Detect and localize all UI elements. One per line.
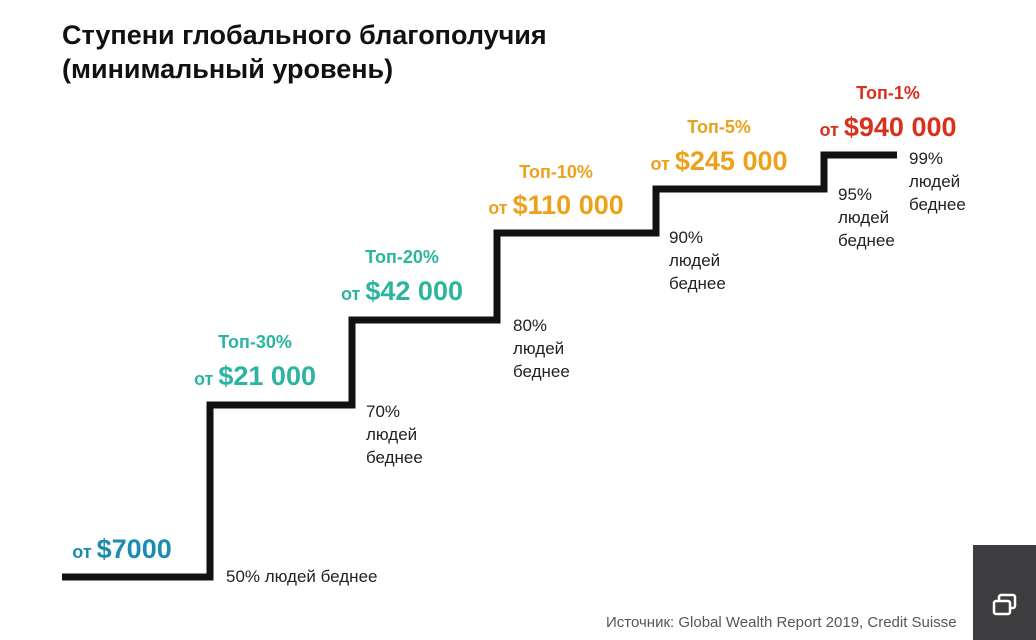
chart-title-line-1: Ступени глобального благополучия (62, 20, 547, 50)
threshold-label: от $42 000 (341, 276, 463, 306)
note-line: беднее (366, 448, 423, 467)
threshold-prefix: от (341, 284, 365, 304)
threshold-amount: $110 000 (513, 190, 624, 220)
threshold-label: от $110 000 (488, 190, 624, 220)
note-line: беднее (513, 362, 570, 381)
threshold-prefix: от (72, 542, 96, 562)
threshold-amount: $21 000 (218, 361, 316, 391)
copy-button[interactable] (973, 545, 1036, 640)
threshold-label: от $7000 (72, 534, 171, 564)
note-line: 99% (909, 149, 943, 168)
chart-title-line-2: (минимальный уровень) (62, 54, 394, 84)
threshold-amount: $7000 (97, 534, 172, 564)
tier-label: Топ-30% (218, 332, 292, 352)
note-line: 70% (366, 402, 400, 421)
staircase-line (62, 151, 897, 581)
threshold-label: от $245 000 (651, 146, 788, 176)
note-line: беднее (909, 195, 966, 214)
step-4: Топ-10% от $110 000 90% людей беднее (488, 162, 726, 293)
threshold-amount: $245 000 (675, 146, 788, 176)
source-note: Источник: Global Wealth Report 2019, Cre… (606, 614, 957, 631)
note-line: людей (909, 172, 960, 191)
share-poorer-note: 50% людей беднее (226, 567, 377, 586)
share-poorer-note: 90% людей беднее (669, 228, 726, 293)
step-5: Топ-5% от $245 000 95% людей беднее (651, 117, 895, 250)
note-line: 50% людей беднее (226, 567, 377, 586)
threshold-prefix: от (488, 198, 512, 218)
note-line: беднее (669, 274, 726, 293)
step-1: от $7000 50% людей беднее (72, 534, 377, 586)
chart-title: Ступени глобального благополучия (минима… (62, 18, 547, 86)
threshold-label: от $940 000 (820, 112, 957, 142)
note-line: 80% (513, 316, 547, 335)
share-poorer-note: 99% людей беднее (909, 149, 966, 214)
threshold-amount: $42 000 (365, 276, 463, 306)
tier-label: Топ-20% (365, 247, 439, 267)
share-poorer-note: 80% людей беднее (513, 316, 570, 381)
note-line: людей (513, 339, 564, 358)
threshold-prefix: от (194, 369, 218, 389)
note-line: людей (366, 425, 417, 444)
tier-label: Топ-5% (687, 117, 751, 137)
note-line: людей (669, 251, 720, 270)
step-6: Топ-1% от $940 000 99% людей беднее (820, 83, 966, 214)
tier-label: Топ-1% (856, 83, 920, 103)
note-line: беднее (838, 231, 895, 250)
copy-icon (992, 593, 1017, 616)
share-poorer-note: 70% людей беднее (366, 402, 423, 467)
threshold-label: от $21 000 (194, 361, 316, 391)
note-line: 95% (838, 185, 872, 204)
share-poorer-note: 95% людей беднее (838, 185, 895, 250)
note-line: людей (838, 208, 889, 227)
tier-label: Топ-10% (519, 162, 593, 182)
threshold-prefix: от (651, 154, 675, 174)
threshold-prefix: от (820, 120, 844, 140)
threshold-amount: $940 000 (844, 112, 957, 142)
note-line: 90% (669, 228, 703, 247)
